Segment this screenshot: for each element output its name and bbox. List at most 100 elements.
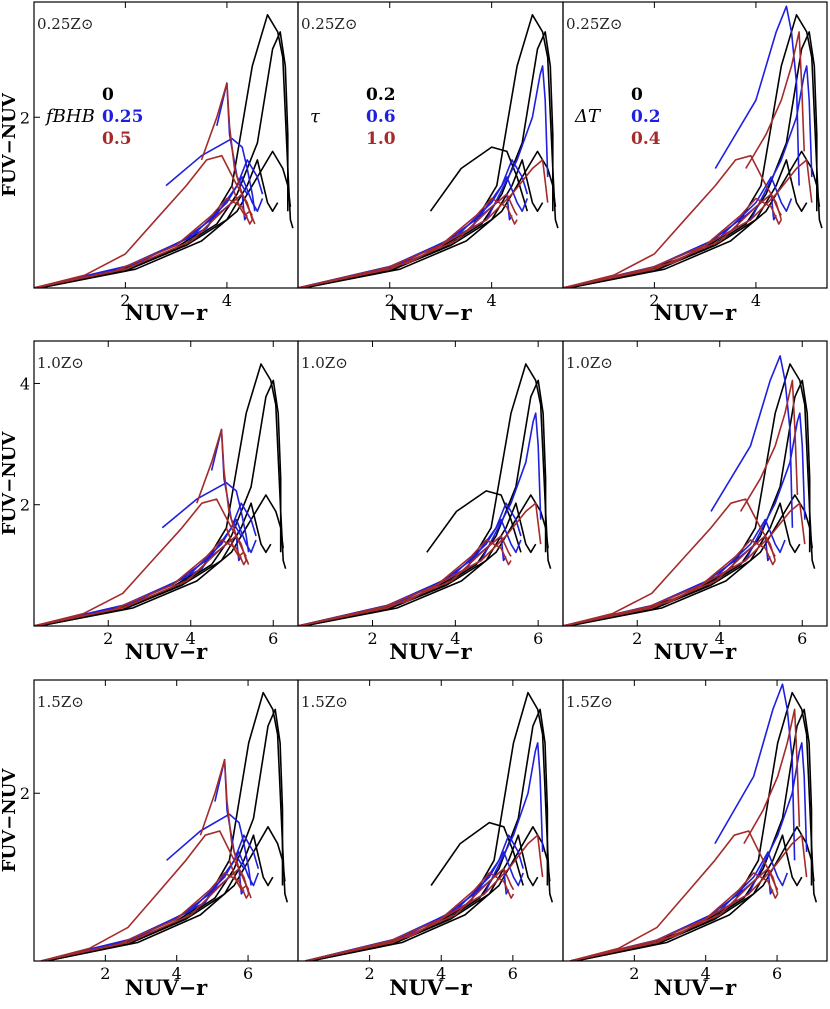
series-line-blue-0 [569, 867, 774, 961]
series-line-blue-3 [165, 137, 256, 212]
curves [40, 691, 289, 961]
series-line-blue-0 [34, 535, 242, 626]
x-tick-label: 6 [772, 964, 782, 983]
series-line-red-2 [563, 535, 776, 626]
y-tick-label: 2 [20, 108, 30, 127]
series-line-blue-4 [216, 82, 248, 195]
legend-entry: 0 [102, 85, 114, 105]
legend-entry: 0.6 [366, 107, 396, 127]
series-line-red-0 [40, 830, 250, 961]
x-tick-label: 2 [365, 964, 375, 983]
series-line-black-2 [38, 502, 272, 626]
series-line-blue-1 [34, 176, 264, 288]
metallicity-label: 1.5Z⊙ [566, 693, 613, 711]
x-tick-label: 4 [701, 964, 711, 983]
series-line-blue-3 [166, 813, 252, 886]
series-line-red-2 [569, 867, 779, 961]
series-line-red-4 [739, 379, 799, 512]
series-line-red-4 [225, 527, 250, 565]
metallicity-label: 0.25Z⊙ [37, 15, 93, 33]
series-line-red-4 [228, 860, 252, 899]
panel-0-1: 2 4 0.25Z⊙ τ 0.20.61.0 NUV−r [297, 1, 564, 325]
metallicity-label: 0.25Z⊙ [301, 15, 357, 33]
y-tick-label: 2 [20, 496, 30, 515]
series-line-red-1 [305, 867, 515, 961]
panel-2-2: 2 4 6 1.5Z⊙ NUV−r [562, 679, 828, 1000]
x-axis-label: NUV−r [125, 639, 208, 664]
metallicity-label: 1.5Z⊙ [37, 693, 84, 711]
axes-frame [33, 340, 299, 627]
series-line-blue-1 [305, 851, 524, 961]
series-line-black-4 [429, 146, 529, 212]
legend-entry: 0.2 [631, 107, 661, 127]
curves [563, 5, 823, 288]
x-tick-label: 2 [385, 291, 395, 310]
series-line-red-3 [563, 502, 806, 626]
x-tick-label: 4 [487, 291, 497, 310]
series-line-black-3 [574, 826, 815, 961]
series-line-blue-0 [34, 193, 248, 288]
x-tick-label: 2 [632, 629, 642, 648]
metallicity-label: 1.5Z⊙ [301, 693, 348, 711]
legend-entry: 0.2 [366, 85, 396, 105]
series-line-red-2 [563, 193, 782, 288]
series-line-red-2 [298, 159, 549, 288]
metallicity-label: 1.0Z⊙ [566, 354, 613, 372]
x-tick-label: 4 [715, 629, 725, 648]
series-line-black-4 [430, 821, 524, 886]
y-axis-label: FUV−NUV [0, 92, 20, 197]
x-tick-label: 6 [508, 964, 518, 983]
metallicity-label: 1.0Z⊙ [301, 354, 348, 372]
y-tick-label: 2 [20, 784, 30, 803]
metallicity-label: 1.0Z⊙ [37, 354, 84, 372]
x-axis-label: NUV−r [389, 300, 472, 325]
series-line-red-4 [231, 185, 256, 225]
series-line-red-2 [298, 502, 542, 626]
series-line-blue-1 [569, 851, 789, 961]
series-line-red-1 [298, 535, 512, 626]
series-line-red-1 [34, 197, 253, 288]
x-tick-label: 4 [751, 291, 761, 310]
series-line-blue-0 [563, 535, 771, 626]
x-tick-label: 2 [649, 291, 659, 310]
x-tick-label: 4 [450, 629, 460, 648]
curves [569, 683, 818, 961]
series-line-red-3 [200, 82, 243, 195]
series-line-red-0 [34, 154, 254, 288]
series-line-black-2 [38, 159, 279, 288]
panel-0-0: 2 4 2 0.25Z⊙ fBHB 00.250.5 NUV−r FUV−NUV [0, 1, 299, 325]
series-line-blue-2 [298, 159, 529, 288]
series-line-blue-3 [714, 683, 796, 861]
series-line-blue-0 [40, 867, 245, 961]
series-line-red-0 [298, 539, 512, 626]
panel-1-1: 2 4 6 1.0Z⊙ NUV−r [297, 340, 564, 664]
series-line-blue-1 [563, 176, 793, 288]
panel-1-2: 2 4 6 1.0Z⊙ NUV−r [562, 340, 828, 664]
series-line-red-1 [298, 193, 518, 288]
legend-entry: 0 [631, 85, 643, 105]
x-tick-label: 6 [797, 629, 807, 648]
x-tick-label: 2 [367, 629, 377, 648]
x-axis-label: NUV−r [654, 639, 737, 664]
series-line-blue-1 [298, 518, 522, 626]
axes-frame [562, 679, 828, 962]
panel-0-2: 2 4 0.25Z⊙ ΔT 00.20.4 NUV−r [562, 1, 828, 325]
y-axis-label: FUV−NUV [0, 768, 20, 873]
y-axis-label: FUV−NUV [0, 431, 20, 536]
legend-title: fBHB [44, 106, 95, 127]
axes-frame [562, 1, 828, 289]
axes-frame [33, 679, 299, 962]
series-line-red-2 [34, 193, 253, 288]
series-line-blue-1 [34, 518, 257, 626]
panel-2-1: 2 4 6 1.5Z⊙ NUV−r [297, 679, 564, 1000]
x-tick-label: 4 [436, 964, 446, 983]
x-axis-label: NUV−r [654, 975, 737, 1000]
series-line-blue-1 [563, 518, 786, 626]
curves [298, 363, 552, 626]
curves [563, 355, 816, 626]
panel-2-0: 2 4 6 2 1.5Z⊙ NUV−r FUV−NUV [0, 679, 299, 1000]
series-line-red-1 [563, 197, 782, 288]
x-axis-label: NUV−r [125, 300, 208, 325]
series-line-red-3 [196, 428, 238, 537]
panel-1-0: 2 4 6 2 4 1.0Z⊙ NUV−r FUV−NUV [0, 340, 299, 664]
